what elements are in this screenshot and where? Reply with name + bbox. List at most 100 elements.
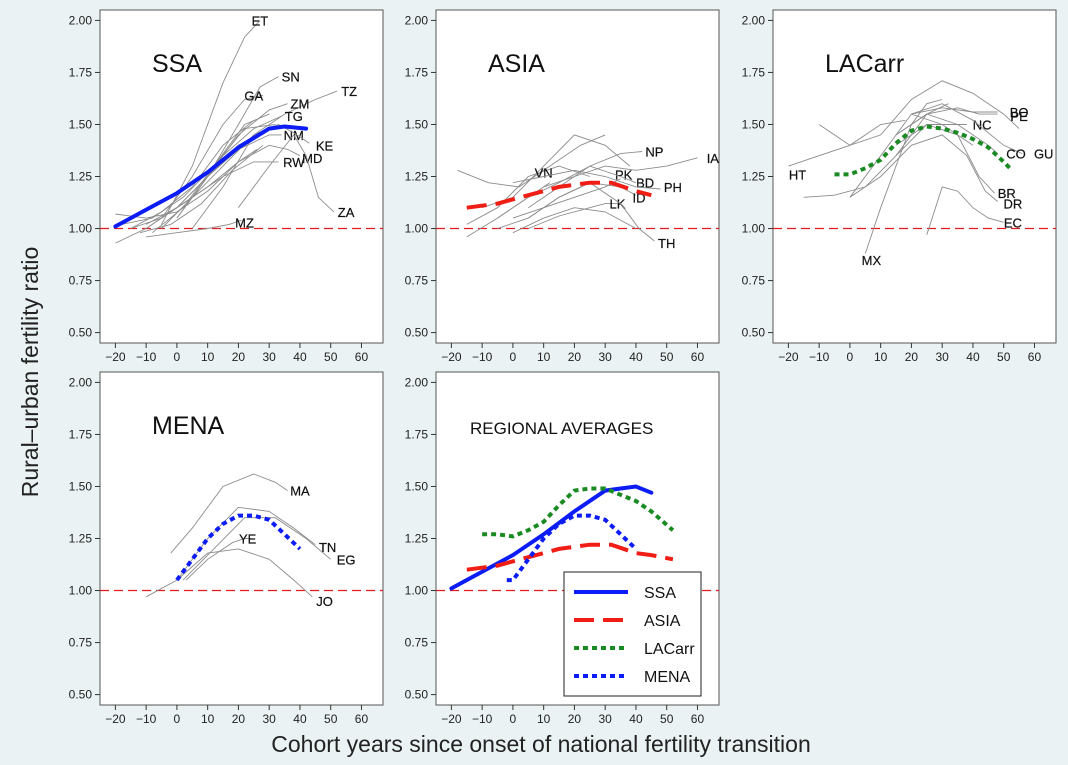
- panel-regional-averages: 0.50 0.75 1.00 1.25 1.50 1.75 2.00 −20 −10 0 10 20 3…: [405, 371, 720, 726]
- average-line-asia: [466, 180, 652, 210]
- x-tick-label: 40: [629, 350, 643, 364]
- y-tick-label: 2.00: [69, 13, 93, 27]
- country-label-ke: KE: [316, 138, 334, 153]
- country-line: [466, 165, 590, 225]
- panels: 0.50 0.75 1.00 1.25 1.50 1.75 2.00 −20 −10 0 10 20 3…: [69, 9, 1057, 726]
- country-line-co: [895, 113, 998, 154]
- x-tick-label: 10: [537, 712, 551, 726]
- y-tick-label: 0.50: [69, 326, 93, 340]
- country-line-dr: [849, 134, 998, 202]
- y-tick-label: 2.00: [742, 13, 766, 27]
- x-tick-label: 60: [691, 350, 705, 364]
- average-line-asia: [466, 542, 674, 572]
- country-label-sn: SN: [282, 70, 300, 85]
- country-label-co: CO: [1006, 147, 1026, 162]
- country-line-lk: [528, 203, 618, 229]
- x-tick-label: −20: [105, 712, 126, 726]
- average-line-lacarr: [482, 486, 675, 539]
- y-tick-label: 0.75: [405, 636, 429, 650]
- x-tick-label: −10: [809, 350, 830, 364]
- country-label-pk: PK: [615, 167, 633, 182]
- y-tick-label: 1.00: [405, 584, 429, 598]
- country-line-za: [238, 134, 335, 213]
- plot-area: [99, 371, 384, 706]
- average-line-lacarr: [834, 124, 1012, 177]
- country-label-vn: VN: [535, 165, 553, 180]
- country-label-tn: TN: [319, 540, 336, 555]
- x-tick-label: 20: [568, 712, 582, 726]
- country-label-ga: GA: [244, 88, 263, 103]
- y-tick-label: 0.50: [742, 326, 766, 340]
- y-tick-label: 1.00: [69, 584, 93, 598]
- country-label-tg: TG: [285, 109, 303, 124]
- x-tick-label: −10: [136, 712, 157, 726]
- legend-label-asia: ASIA: [644, 613, 681, 630]
- y-tick-label: 1.50: [405, 479, 429, 493]
- country-label-tz: TZ: [341, 84, 357, 99]
- country-label-jo: JO: [316, 594, 333, 609]
- average-line-ssa: [449, 484, 654, 591]
- panel-title: SSA: [152, 50, 202, 78]
- x-tick-label: 0: [847, 350, 854, 364]
- x-tick-label: 0: [510, 350, 517, 364]
- country-line-ye: [185, 538, 251, 581]
- country-label-rw: RW: [283, 155, 305, 170]
- y-tick-label: 0.75: [69, 636, 93, 650]
- y-tick-label: 1.25: [69, 170, 93, 184]
- y-tick-label: 1.25: [69, 532, 93, 546]
- country-label-np: NP: [645, 145, 663, 160]
- y-tick-label: 0.50: [69, 688, 93, 702]
- country-line: [512, 207, 637, 234]
- country-label-pe: PE: [1010, 109, 1028, 124]
- x-tick-label: 20: [232, 712, 246, 726]
- x-tick-label: 50: [660, 712, 674, 726]
- legend: SSA ASIA LACarr MENA: [563, 571, 702, 697]
- country-line-mz: [146, 219, 242, 238]
- y-tick-label: 1.75: [405, 65, 429, 79]
- country-line: [803, 103, 949, 198]
- y-tick-label: 1.75: [742, 65, 766, 79]
- y-tick-label: 1.75: [69, 65, 93, 79]
- country-label-mx: MX: [862, 253, 882, 268]
- country-line-tn: [176, 506, 316, 581]
- country-label-et: ET: [252, 13, 269, 28]
- x-tick-label: 0: [510, 712, 517, 726]
- x-tick-label: 60: [691, 712, 705, 726]
- x-tick-label: −10: [472, 350, 493, 364]
- x-tick-label: 40: [293, 350, 307, 364]
- country-line-ma: [170, 473, 288, 554]
- country-label-gu: GU: [1034, 147, 1054, 162]
- legend-label-ssa: SSA: [644, 585, 676, 602]
- plot-area: [435, 9, 720, 344]
- country-label-ht: HT: [789, 167, 806, 182]
- x-tick-label: −20: [441, 350, 462, 364]
- country-line-nc: [895, 124, 967, 146]
- y-tick-label: 1.00: [742, 222, 766, 236]
- panel-title: ASIA: [488, 50, 545, 78]
- x-tick-label: −20: [105, 350, 126, 364]
- x-axis-label: Cohort years since onset of national fer…: [271, 731, 811, 757]
- y-tick-label: 0.50: [405, 326, 429, 340]
- y-tick-label: 1.75: [405, 427, 429, 441]
- x-tick-label: 20: [232, 350, 246, 364]
- y-tick-label: 1.25: [405, 532, 429, 546]
- y-tick-label: 1.50: [742, 117, 766, 131]
- panel-title: REGIONAL AVERAGES: [470, 419, 653, 438]
- panel-lacarr: 0.50 0.75 1.00 1.25 1.50 1.75 2.00 −20 −10 0 10 20 3…: [742, 9, 1057, 364]
- country-line-ec: [926, 186, 1004, 235]
- country-line-ia: [543, 157, 698, 188]
- country-line-rw: [161, 161, 279, 219]
- x-tick-label: −20: [778, 350, 799, 364]
- plot-area: [772, 9, 1057, 344]
- country-label-bo: BO: [1010, 105, 1029, 120]
- x-tick-label: 10: [201, 712, 215, 726]
- country-label-zm: ZM: [291, 97, 310, 112]
- country-label-mz: MZ: [235, 215, 254, 230]
- x-tick-label: 40: [966, 350, 980, 364]
- x-tick-label: 30: [599, 712, 613, 726]
- x-tick-label: 40: [629, 712, 643, 726]
- country-label-za: ZA: [338, 205, 355, 220]
- country-line: [818, 80, 1020, 146]
- x-tick-label: 50: [660, 350, 674, 364]
